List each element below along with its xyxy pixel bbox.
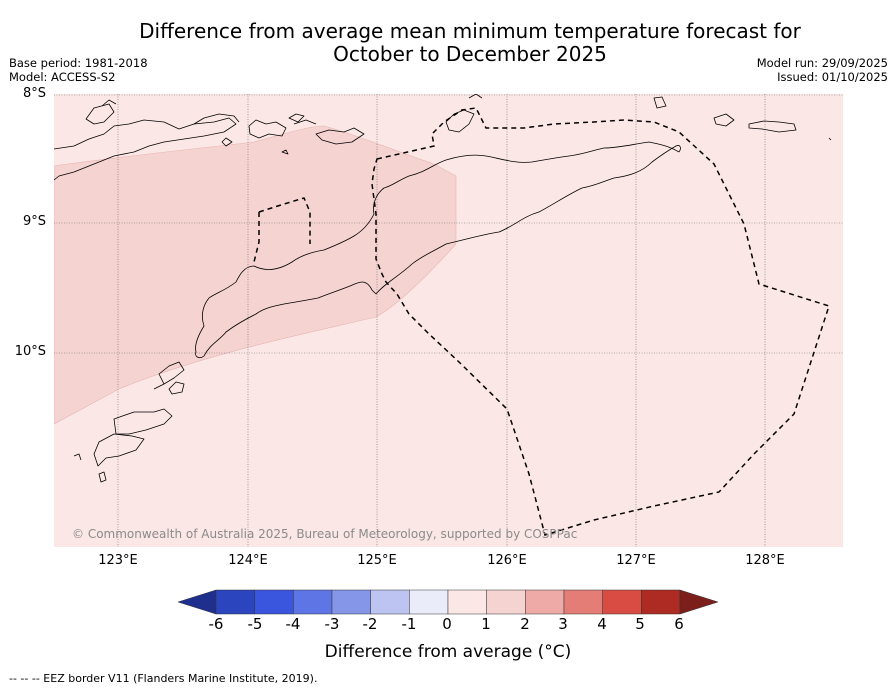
copyright-notice: © Commonwealth of Australia 2025, Bureau… <box>72 527 578 541</box>
colorbar-cell <box>486 589 526 615</box>
colorbar-cell <box>331 589 371 615</box>
colorbar-tick: 0 <box>442 615 452 633</box>
colorbar-tick: 2 <box>520 615 530 633</box>
lon-label-126e: 126°E <box>487 553 527 568</box>
lon-label-125e: 125°E <box>357 553 397 568</box>
colorbar-cell <box>409 589 449 615</box>
lon-label-128e: 128°E <box>745 553 785 568</box>
lon-label-127e: 127°E <box>616 553 656 568</box>
model-run: Model run: 29/09/2025 <box>756 56 888 70</box>
colorbar-cell <box>293 589 333 615</box>
forecast-map[interactable] <box>54 94 843 547</box>
colorbar-tick: 6 <box>674 615 684 633</box>
colorbar-cell <box>602 589 642 615</box>
colorbar-tick: -3 <box>324 615 340 633</box>
colorbar-cells <box>215 589 681 615</box>
colorbar-cell <box>641 589 681 615</box>
lon-label-123e: 123°E <box>98 553 138 568</box>
colorbar-cell <box>215 589 255 615</box>
meta-right: Model run: 29/09/2025 Issued: 01/10/2025 <box>757 56 888 84</box>
colorbar-tick: -5 <box>247 615 263 633</box>
colorbar-tick: -6 <box>208 615 224 633</box>
colorbar-extend-high <box>679 589 718 615</box>
colorbar-tick: -2 <box>362 615 378 633</box>
title-line-1: Difference from average mean minimum tem… <box>139 19 801 43</box>
issued-date: Issued: 01/10/2025 <box>777 70 888 84</box>
colorbar-cell <box>370 589 410 615</box>
colorbar-tick: -1 <box>401 615 417 633</box>
lat-label-8s: 8°S <box>22 86 46 101</box>
title-line-2: October to December 2025 <box>333 42 607 66</box>
colorbar-cell <box>525 589 565 615</box>
colorbar-tick: -4 <box>285 615 301 633</box>
colorbar-tick: 1 <box>481 615 491 633</box>
meta-left: Base period: 1981-2018 Model: ACCESS-S2 <box>9 56 148 84</box>
colorbar <box>178 589 718 615</box>
chart-title: Difference from average mean minimum tem… <box>80 20 860 66</box>
lon-label-124e: 124°E <box>228 553 268 568</box>
warm-anomaly-zone <box>54 125 457 425</box>
map-gridlines <box>54 94 843 547</box>
colorbar-cell <box>563 589 603 615</box>
eez-footnote: -- -- -- EEZ border V11 (Flanders Marine… <box>9 672 318 685</box>
colorbar-cell <box>447 589 487 615</box>
model-name: Model: ACCESS-S2 <box>9 70 116 84</box>
colorbar-tick: 3 <box>558 615 568 633</box>
eez-border <box>253 107 830 536</box>
colorbar-cell <box>254 589 294 615</box>
lat-label-9s: 9°S <box>22 214 46 229</box>
colorbar-tick: 5 <box>635 615 645 633</box>
coastlines <box>54 94 832 483</box>
lat-label-10s: 10°S <box>14 344 46 359</box>
colorbar-extend-low <box>178 589 217 615</box>
colorbar-tick: 4 <box>597 615 607 633</box>
colorbar-label: Difference from average (°C) <box>324 642 572 662</box>
base-period: Base period: 1981-2018 <box>9 56 148 70</box>
